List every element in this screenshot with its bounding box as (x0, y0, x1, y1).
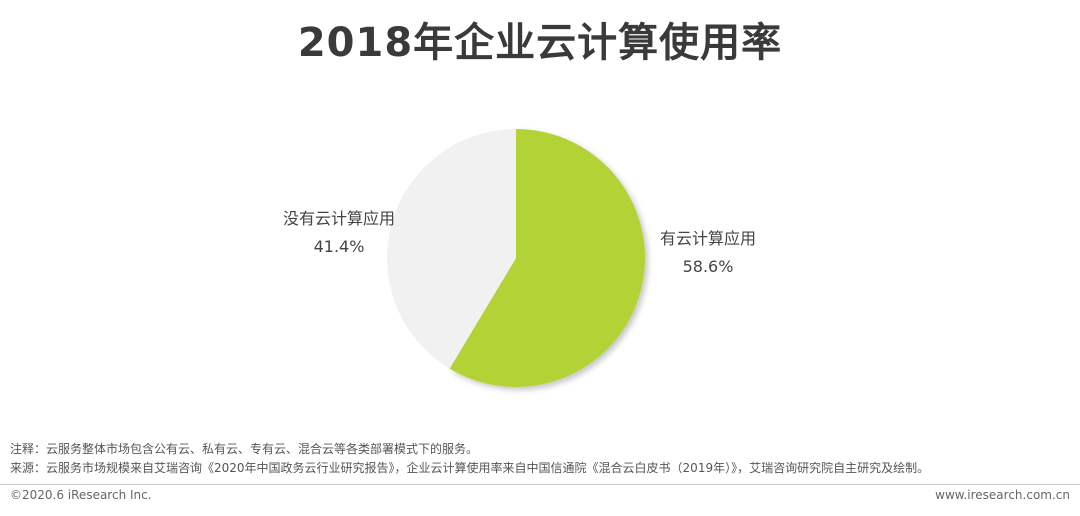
copyright-text: ©2020.6 iResearch Inc. (10, 488, 152, 502)
pie-slices (386, 129, 645, 387)
slice-label-without-cloud: 没有云计算应用 (283, 209, 395, 228)
slice-value-without-cloud: 41.4% (314, 237, 365, 256)
footer-divider (0, 484, 1080, 485)
slice-value-with-cloud: 58.6% (683, 257, 734, 276)
slice-label-with-cloud: 有云计算应用 (660, 229, 756, 248)
notes-block: 注释：云服务整体市场包含公有云、私有云、专有云、混合云等各类部署模式下的服务。 … (10, 440, 1074, 478)
source-text: 来源：云服务市场规模来自艾瑞咨询《2020年中国政务云行业研究报告》，企业云计算… (10, 461, 930, 475)
pie-slice-with-cloud (449, 129, 645, 387)
note-text: 注释：云服务整体市场包含公有云、私有云、专有云、混合云等各类部署模式下的服务。 (10, 442, 479, 456)
pie-slice-without-cloud (386, 129, 516, 369)
website-link[interactable]: www.iresearch.com.cn (935, 488, 1070, 502)
chart-title: 2018年企业云计算使用率 (297, 20, 783, 66)
pie-chart: 有云计算应用 58.6% 没有云计算应用 41.4% (283, 129, 756, 387)
